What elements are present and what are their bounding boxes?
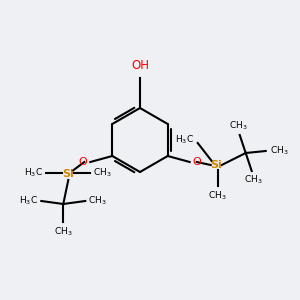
Text: CH$_3$: CH$_3$ [88, 195, 107, 207]
Text: OH: OH [131, 59, 149, 72]
Text: CH$_3$: CH$_3$ [230, 119, 248, 132]
Text: CH$_3$: CH$_3$ [270, 145, 288, 157]
Text: Si: Si [62, 169, 74, 179]
Text: H$_3$C: H$_3$C [175, 134, 194, 146]
Text: O: O [79, 157, 87, 167]
Text: Si: Si [210, 160, 222, 170]
Text: H$_3$C: H$_3$C [20, 195, 38, 207]
Text: CH$_3$: CH$_3$ [208, 189, 227, 202]
Text: CH$_3$: CH$_3$ [244, 174, 263, 187]
Text: CH$_3$: CH$_3$ [93, 167, 112, 179]
Text: CH$_3$: CH$_3$ [54, 225, 73, 238]
Text: H$_3$C: H$_3$C [24, 167, 43, 179]
Text: O: O [193, 157, 202, 167]
